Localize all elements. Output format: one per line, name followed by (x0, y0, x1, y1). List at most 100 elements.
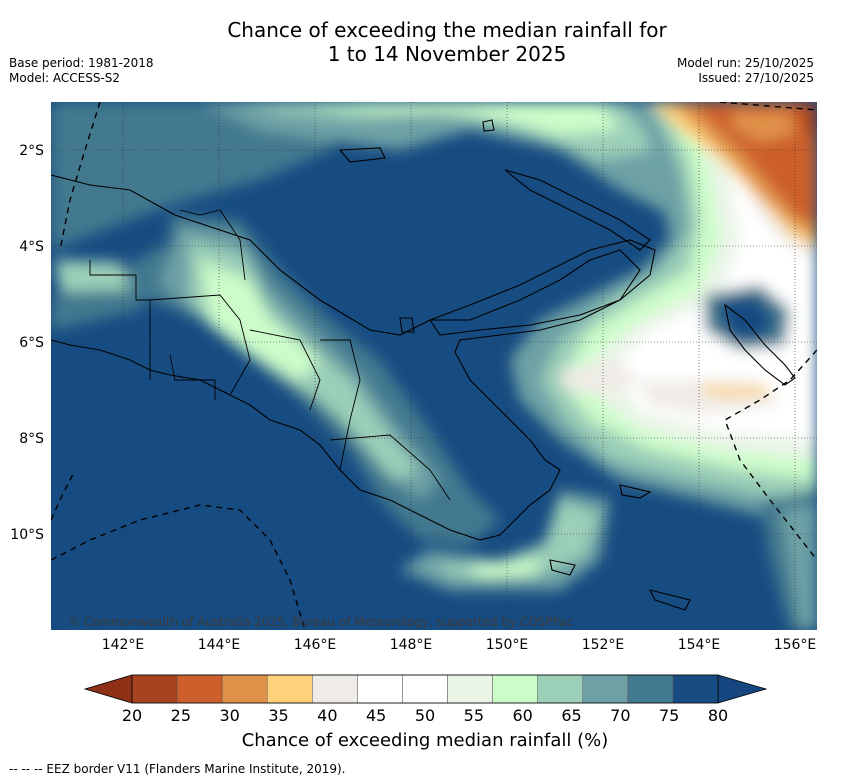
colorbar-tick-label: 80 (708, 706, 728, 725)
colorbar-tick-label: 75 (659, 706, 679, 725)
eez-southwest (51, 469, 76, 521)
colorbar-tick-label: 60 (512, 706, 532, 725)
lon-label-144e: 144°E (198, 637, 241, 653)
new-guinea-coast (51, 174, 641, 541)
island-2 (648, 589, 691, 611)
island-3 (482, 119, 495, 132)
latitude-labels: 2°S 4°S 6°S 8°S 10°S (10, 143, 44, 543)
lat-label-8s: 8°S (19, 431, 44, 447)
colorbar-tick-label: 65 (561, 706, 581, 725)
title-line-1: Chance of exceeding the median rainfall … (227, 18, 667, 42)
colorbar-swatch (447, 674, 493, 704)
colorbar-swatch (402, 674, 448, 704)
new-britain-coast (429, 239, 656, 336)
base-period-info: Base period: 1981-2018 Model: ACCESS-S2 (9, 56, 154, 86)
colorbar-swatch (312, 674, 358, 704)
colorbar-swatch (492, 674, 538, 704)
colorbar-swatch (357, 674, 403, 704)
eez-borders (51, 102, 817, 630)
model-run-text: Model run: 25/10/2025 (676, 56, 814, 70)
band-65-west (55, 260, 130, 292)
colorbar-tick-label: 55 (464, 706, 484, 725)
map-title: Chance of exceeding the median rainfall … (0, 18, 850, 66)
colorbar: 20 25 30 35 40 45 50 55 60 65 70 75 80 (83, 674, 768, 725)
lon-label-142e: 142°E (102, 637, 145, 653)
border-central-1 (320, 339, 361, 471)
colorbar-swatch (176, 674, 223, 704)
lon-label-156e: 156°E (774, 637, 817, 653)
lon-label-146e: 146°E (294, 637, 337, 653)
colorbar-swatches (83, 674, 768, 704)
colorbar-swatch (266, 674, 313, 704)
model-text: Model: ACCESS-S2 (9, 71, 121, 85)
contour-bands (51, 102, 817, 630)
colorbar-frame (131, 674, 719, 704)
colorbar-tick-label: 35 (268, 706, 288, 725)
longitude-labels: 142°E 144°E 146°E 148°E 150°E 152°E 154°… (102, 637, 817, 653)
band-60-north (300, 102, 620, 135)
lat-label-10s: 10°S (10, 527, 44, 543)
eez-northeast (719, 102, 817, 111)
colorbar-labels: 20 25 30 35 40 45 50 55 60 65 70 75 80 (122, 706, 728, 725)
eez-north-west (59, 102, 101, 251)
issued-text: Issued: 27/10/2025 (698, 71, 814, 85)
island-4 (399, 317, 415, 333)
colorbar-swatch (221, 674, 268, 704)
eez-south (51, 504, 306, 630)
lon-label-154e: 154°E (678, 637, 721, 653)
manus-coast (338, 147, 386, 163)
lat-label-2s: 2°S (19, 143, 44, 159)
border-central-2 (329, 434, 451, 501)
colorbar-tick-label: 30 (219, 706, 239, 725)
colorbar-extend-low (83, 674, 133, 704)
graticule (51, 102, 817, 630)
band-45-patch-1 (560, 360, 640, 395)
lon-label-148e: 148°E (390, 637, 433, 653)
colorbar-swatch (627, 674, 674, 704)
eez-east (724, 349, 817, 561)
border-sepik (179, 209, 246, 281)
rainfall-map: © Commonwealth of Australia 2025, Bureau… (10, 102, 817, 653)
colorbar-swatch (131, 674, 178, 704)
colorbar-tick-label: 45 (366, 706, 386, 725)
band-35-patch (700, 385, 770, 396)
base-period-text: Base period: 1981-2018 (9, 56, 154, 70)
band-60-highlands (200, 260, 320, 380)
copyright-text: © Commonwealth of Australia 2025, Bureau… (68, 615, 573, 629)
colorbar-tick-label: 25 (171, 706, 191, 725)
border-highlands-1 (149, 294, 251, 396)
title-line-2: 1 to 14 November 2025 (327, 42, 567, 66)
border-western-2 (89, 260, 136, 276)
band-65-southeast (430, 500, 600, 578)
province-borders (89, 209, 451, 501)
colorbar-tick-label: 50 (415, 706, 435, 725)
band-60-southeast (470, 560, 540, 578)
border-highlands-2 (249, 329, 321, 411)
lon-label-150e: 150°E (486, 637, 529, 653)
band-30-core (730, 112, 795, 142)
probability-field: © Commonwealth of Australia 2025, Bureau… (51, 102, 817, 630)
band-75-northwest (51, 102, 360, 250)
island-1 (619, 484, 652, 499)
model-run-info: Model run: 25/10/2025 Issued: 27/10/2025 (677, 56, 814, 86)
bougainville-coast (724, 303, 796, 386)
colorbar-tick-label: 20 (122, 706, 142, 725)
colorbar-swatch (582, 674, 629, 704)
colorbar-swatch (537, 674, 584, 704)
band-70-southeast-corner (780, 505, 817, 630)
colorbar-tick-label: 70 (610, 706, 630, 725)
colorbar-title: Chance of exceeding median rainfall (%) (241, 730, 609, 751)
new-ireland-coast (504, 169, 651, 251)
island-5 (549, 559, 576, 576)
colorbar-tick-label: 40 (317, 706, 337, 725)
colorbar-swatch (672, 674, 719, 704)
band-20-corner (800, 102, 817, 140)
coastlines (51, 119, 796, 611)
lat-label-6s: 6°S (19, 335, 44, 351)
lon-label-152e: 152°E (582, 637, 625, 653)
border-western-1 (135, 275, 151, 380)
border-gulf (169, 354, 216, 400)
eez-footnote: -- -- -- EEZ border V11 (Flanders Marine… (9, 762, 346, 776)
colorbar-extend-high (717, 674, 768, 704)
lat-label-4s: 4°S (19, 239, 44, 255)
